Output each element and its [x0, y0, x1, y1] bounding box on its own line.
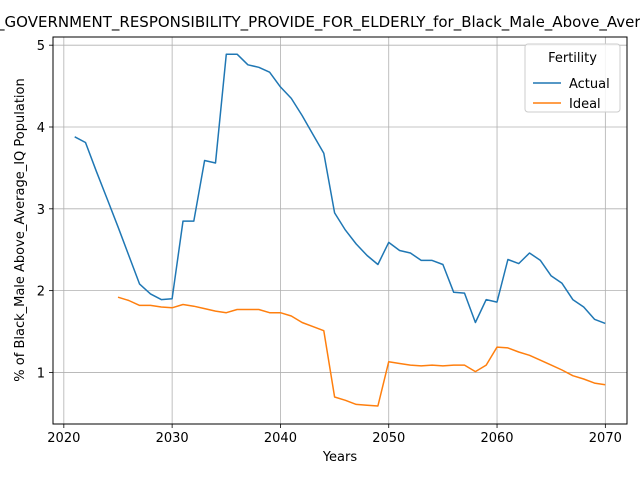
series-line-actual [74, 53, 606, 325]
plot-area [52, 36, 628, 425]
legend: Fertility Actual Ideal [524, 43, 621, 113]
x-tick-label: 2050 [372, 431, 405, 446]
y-tick-label: 3 [37, 203, 45, 218]
y-tick-label: 5 [37, 39, 45, 54]
series-line-ideal [117, 296, 606, 407]
x-tick-label: 2040 [264, 431, 297, 446]
x-axis-label: Years [322, 450, 358, 465]
x-tick-label: 2030 [156, 431, 189, 446]
y-tick-label: 1 [37, 366, 45, 381]
legend-label-ideal: Ideal [569, 97, 601, 112]
legend-label-actual: Actual [569, 77, 610, 92]
x-tick-label: 2020 [47, 431, 80, 446]
legend-box [524, 43, 621, 113]
y-tick-label: 4 [37, 121, 45, 136]
x-tick-label: 2060 [480, 431, 513, 446]
axis-ticks: 2020 2030 2040 2050 2060 2070 1 2 3 4 5 [37, 39, 622, 446]
series-lines [74, 53, 606, 407]
chart-title: TRUST_GOVERNMENT_RESPONSIBILITY_PROVIDE_… [0, 13, 640, 32]
y-tick-label: 2 [37, 285, 45, 300]
y-axis-label: % of Black_Male Above_Average_IQ Populat… [13, 78, 28, 381]
x-tick-label: 2070 [589, 431, 622, 446]
legend-title: Fertility [548, 51, 597, 66]
